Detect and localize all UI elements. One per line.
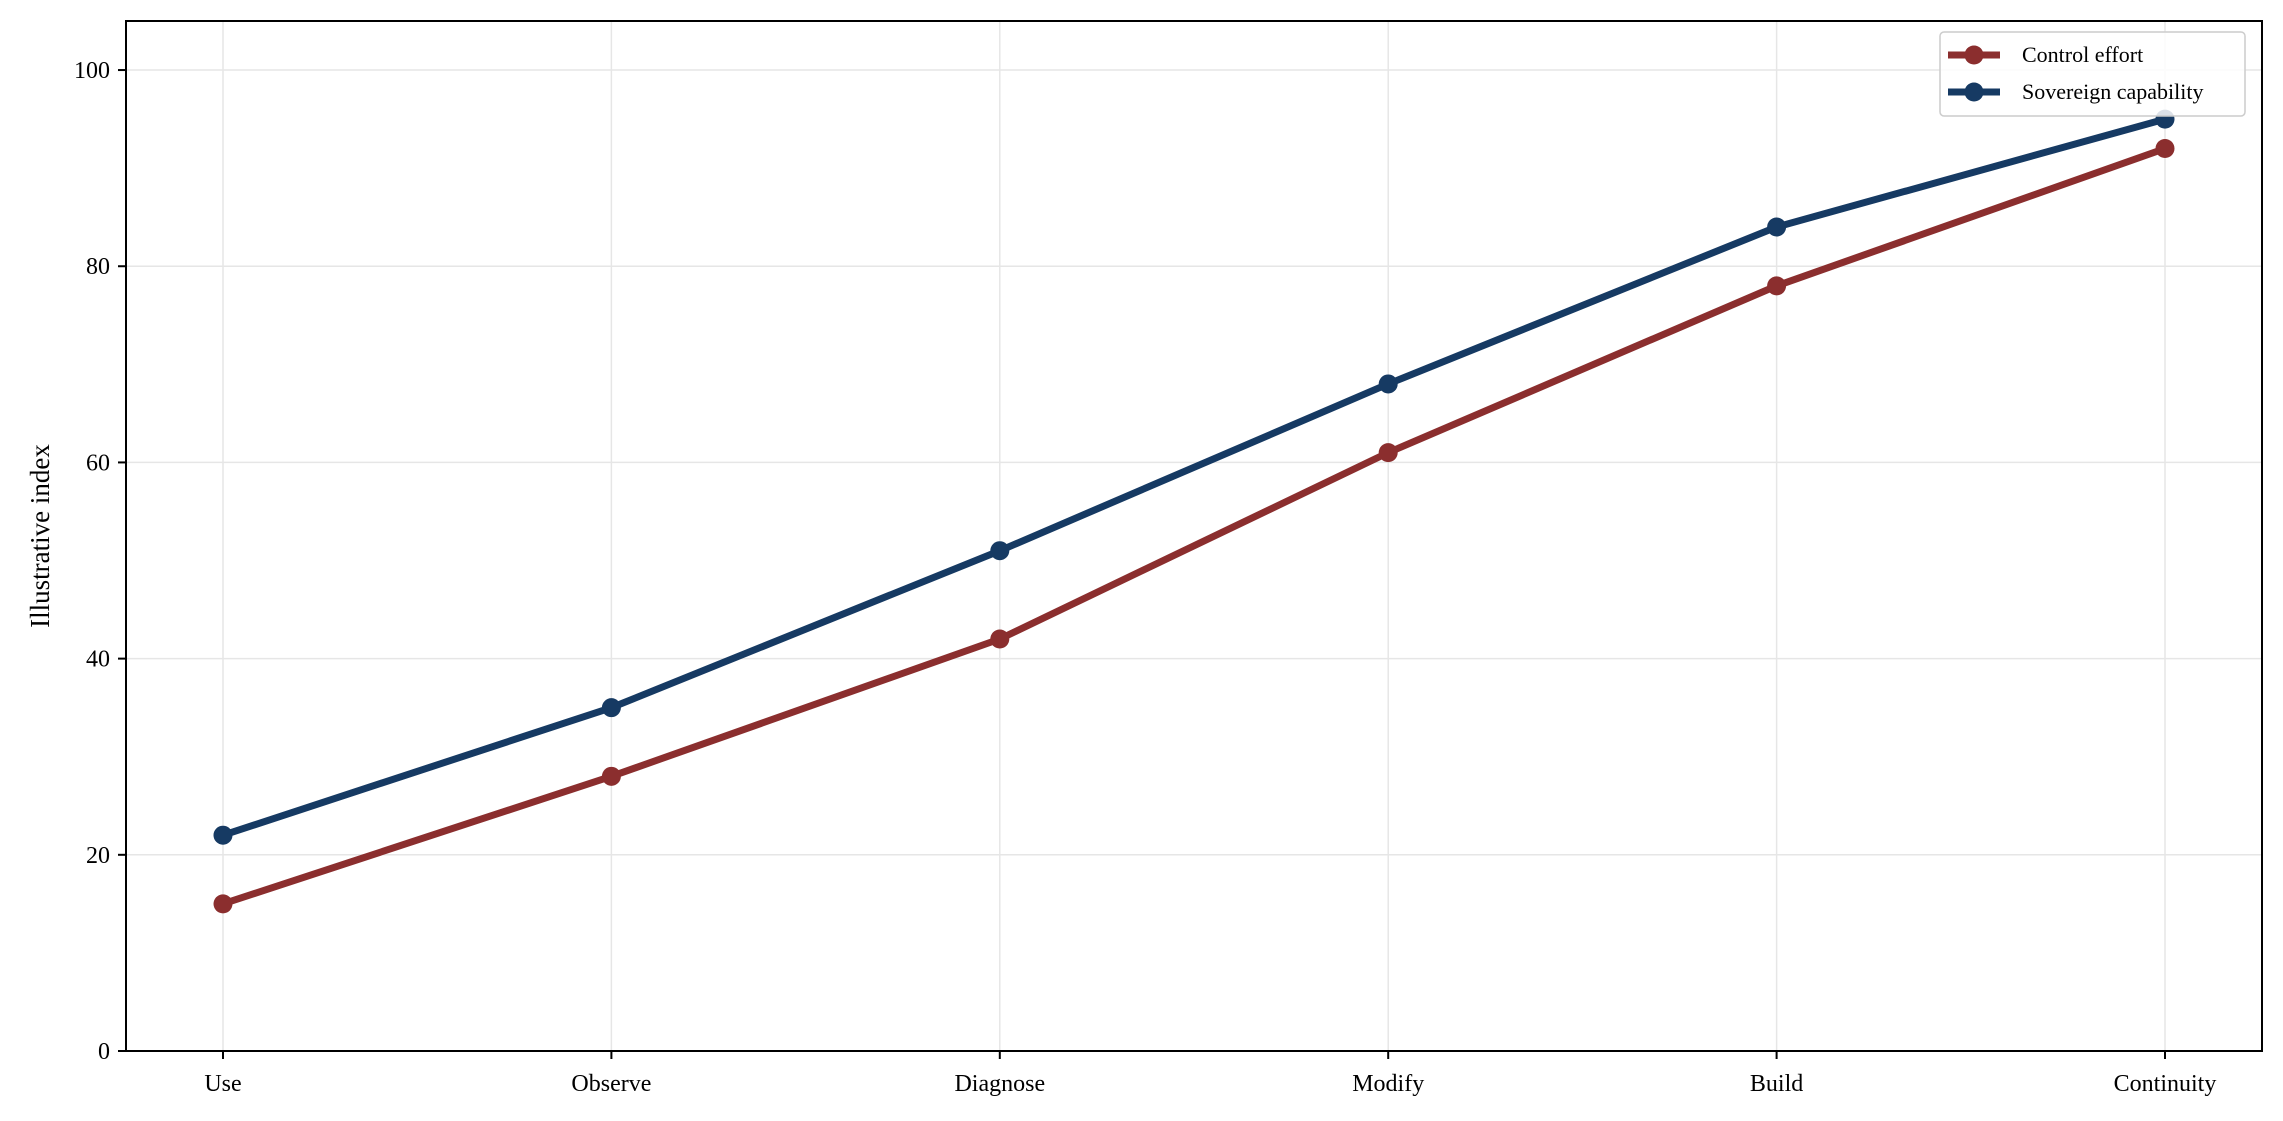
data-point [990, 541, 1010, 561]
series-lines [213, 109, 2175, 914]
data-point [601, 766, 621, 786]
legend: Control effort Sovereign capability [1939, 31, 2246, 117]
y-tick-label: 0 [98, 1039, 110, 1065]
series-line [219, 145, 2169, 908]
data-point [213, 825, 233, 845]
y-tick-label: 20 [86, 843, 110, 869]
x-tick-label: Modify [1352, 1071, 1424, 1097]
legend-label: Control effort [2022, 42, 2143, 67]
y-tick-label: 100 [74, 58, 110, 84]
data-point [1378, 443, 1398, 463]
data-point [1767, 276, 1787, 296]
series-2 [213, 109, 2175, 845]
data-point [601, 698, 621, 718]
legend-box [1939, 31, 2246, 117]
legend-marker [1964, 82, 1984, 102]
data-point [2155, 139, 2175, 159]
y-tick-label: 60 [86, 450, 110, 476]
data-point [213, 894, 233, 914]
x-tick-label: Use [204, 1071, 241, 1097]
series-line [219, 115, 2169, 839]
x-tick-label: Continuity [2114, 1071, 2217, 1097]
legend-marker [1964, 45, 1984, 65]
y-axis-label: Illustrative index [25, 444, 55, 628]
plot-frame [125, 20, 2263, 1052]
x-tick-label: Diagnose [954, 1071, 1045, 1097]
axis-ticks: 0 20 40 60 80 100 Use Observe Diagnose Modify Buil… [74, 58, 2216, 1097]
grid-lines [126, 21, 2262, 1052]
series-1 [213, 139, 2175, 914]
x-tick-label: Build [1750, 1071, 1803, 1097]
data-point [1767, 217, 1787, 237]
legend-label: Sovereign capability [2022, 79, 2203, 104]
y-tick-label: 40 [86, 647, 110, 673]
data-point [1378, 374, 1398, 394]
data-point [990, 629, 1010, 649]
y-tick-label: 80 [86, 254, 110, 280]
x-tick-label: Observe [571, 1071, 651, 1097]
